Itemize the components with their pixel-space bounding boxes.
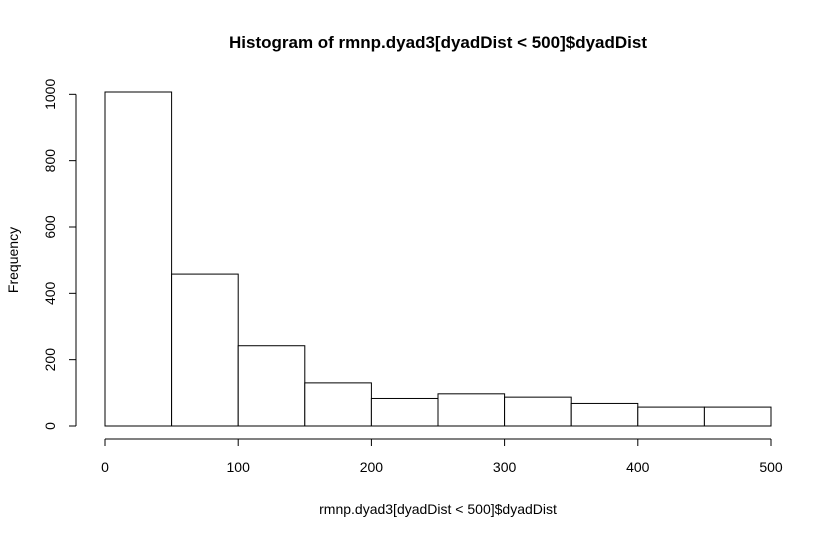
y-tick-label: 200 [42, 348, 58, 372]
histogram-bar [370, 397, 439, 427]
y-axis: 0 200 400 600 800 1000 [42, 79, 77, 430]
y-tick-label: 600 [42, 215, 58, 239]
x-tick-label: 300 [493, 459, 517, 475]
histogram-bar [237, 345, 306, 427]
y-axis-label: Frequency [5, 227, 21, 293]
chart-title: Histogram of rmnp.dyad3[dyadDist < 500]$… [229, 33, 647, 52]
histogram-bar [637, 406, 705, 427]
histogram-bar [504, 396, 572, 427]
x-tick-label: 100 [227, 459, 251, 475]
x-tick-label: 200 [360, 459, 384, 475]
histogram-bar [171, 273, 239, 427]
histogram-bar [570, 402, 639, 427]
x-tick-label: 500 [759, 459, 783, 475]
y-tick-label: 0 [42, 422, 58, 430]
histogram-bar [437, 393, 506, 427]
y-tick-label: 800 [42, 149, 58, 173]
bars-layer [104, 91, 772, 427]
x-axis-label: rmnp.dyad3[dyadDist < 500]$dyadDist [319, 501, 557, 517]
histogram-bar [703, 406, 772, 427]
histogram-bar [304, 382, 372, 427]
y-tick-label: 1000 [42, 79, 58, 110]
x-tick-label: 0 [101, 459, 109, 475]
x-axis: 0 100 200 300 400 500 [101, 438, 783, 475]
x-tick-label: 400 [626, 459, 650, 475]
histogram-bar [104, 91, 173, 427]
y-tick-label: 400 [42, 281, 58, 305]
